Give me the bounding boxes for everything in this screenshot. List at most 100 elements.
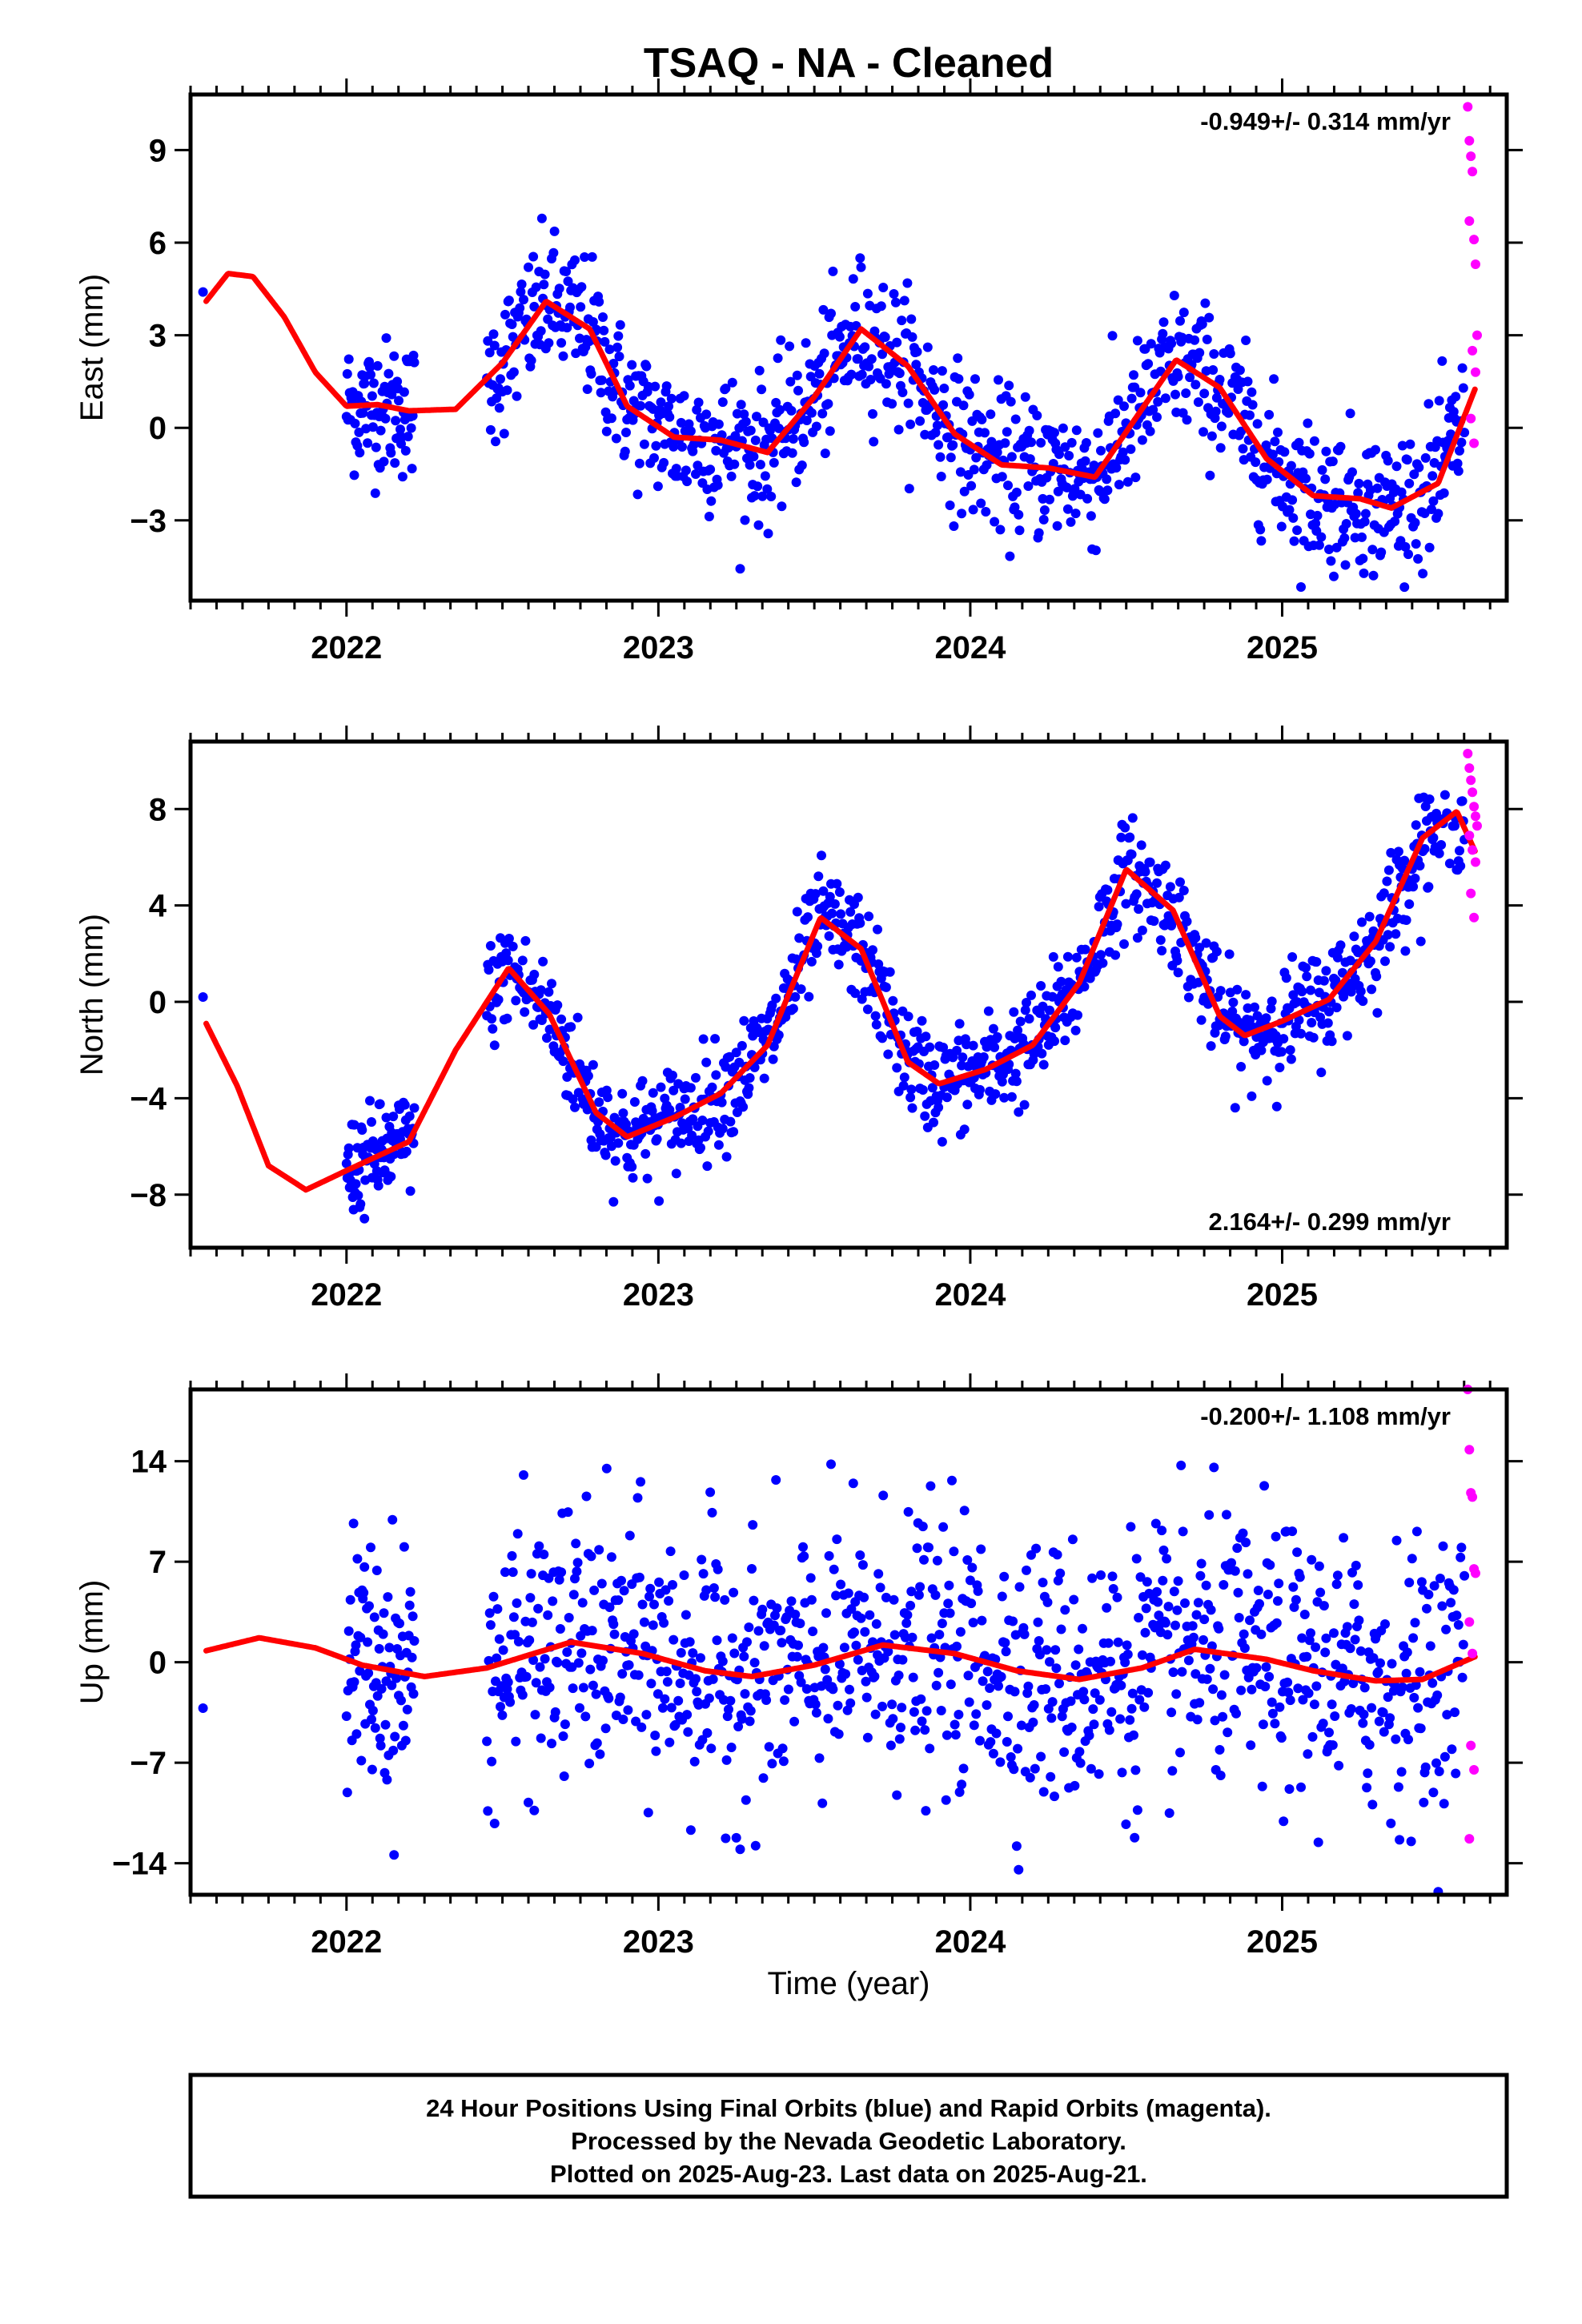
final-orbit-point (983, 1006, 994, 1016)
final-orbit-point (370, 1723, 380, 1733)
final-orbit-point (1355, 986, 1366, 996)
final-orbit-point (370, 488, 380, 498)
rapid-orbit-point (1468, 787, 1478, 798)
final-orbit-point (701, 409, 712, 420)
final-orbit-point (954, 1710, 964, 1719)
final-orbit-point (387, 389, 397, 400)
final-orbit-point (572, 1012, 583, 1023)
final-orbit-point (624, 380, 635, 391)
final-orbit-point (1264, 409, 1275, 420)
final-orbit-point (629, 1097, 640, 1107)
final-orbit-point (1456, 861, 1466, 871)
final-orbit-point (903, 1506, 913, 1517)
rapid-orbit-point (1464, 1445, 1475, 1455)
final-orbit-point (818, 1642, 829, 1653)
final-orbit-point (487, 1756, 497, 1767)
y-tick-label: −4 (130, 1081, 167, 1116)
final-orbit-point (604, 344, 615, 355)
final-orbit-point (921, 1706, 932, 1716)
final-orbit-point (1172, 1605, 1182, 1615)
final-orbit-point (1227, 1558, 1236, 1568)
model-fit-curve (203, 1634, 1478, 1684)
final-orbit-point (912, 1543, 922, 1554)
final-orbit-point (1438, 1541, 1448, 1551)
final-orbit-point (1276, 1733, 1287, 1743)
final-orbit-point (1413, 1703, 1423, 1713)
final-orbit-point (619, 1586, 629, 1596)
final-orbit-point (930, 1590, 941, 1600)
final-orbit-point (670, 1719, 681, 1730)
final-orbit-point (1127, 813, 1138, 823)
final-orbit-point (1258, 1719, 1268, 1730)
final-orbit-point (1332, 1570, 1343, 1581)
final-orbit-point (759, 1641, 769, 1651)
final-orbit-point (832, 879, 842, 889)
final-orbit-point (1324, 545, 1334, 554)
final-orbit-point (571, 1538, 581, 1549)
final-orbit-point (1245, 410, 1255, 420)
final-orbit-point (1199, 388, 1210, 399)
x-tick-label: 2023 (623, 1277, 694, 1313)
final-orbit-point (1455, 445, 1464, 456)
final-orbit-point (487, 1014, 497, 1024)
final-orbit-point (1215, 986, 1226, 996)
final-orbit-point (1230, 1566, 1240, 1576)
final-orbit-point (558, 351, 568, 361)
final-orbit-point (558, 1731, 568, 1741)
final-orbit-point (801, 338, 811, 348)
final-orbit-point (1096, 445, 1106, 456)
final-orbit-point (985, 1683, 995, 1693)
final-orbit-point (1368, 926, 1379, 936)
final-orbit-point (1415, 861, 1425, 870)
rapid-orbit-point (1468, 345, 1478, 356)
final-orbit-point (394, 396, 404, 406)
final-orbit-point (1387, 1659, 1397, 1669)
final-orbit-point (1301, 963, 1311, 973)
final-orbit-point (366, 369, 375, 380)
final-orbit-point (1054, 1679, 1064, 1689)
final-orbit-point (1292, 525, 1303, 536)
final-orbit-point (702, 1161, 713, 1172)
final-orbit-point (350, 418, 360, 428)
final-orbit-point (1271, 1031, 1281, 1041)
final-orbit-point (1409, 469, 1419, 480)
final-orbit-point (810, 1699, 821, 1710)
final-orbit-point (834, 1659, 845, 1669)
final-orbit-point (888, 995, 898, 1006)
final-orbit-point (666, 1703, 677, 1713)
final-orbit-point (907, 1103, 917, 1113)
final-orbit-point (547, 979, 556, 989)
final-orbit-point (1312, 510, 1323, 521)
final-orbit-point (792, 1651, 802, 1662)
final-orbit-point (1448, 1585, 1459, 1595)
final-orbit-point (902, 278, 913, 288)
final-orbit-point (967, 1562, 978, 1573)
final-orbit-point (942, 1092, 952, 1103)
final-orbit-point (483, 336, 493, 346)
final-orbit-point (1296, 1028, 1306, 1039)
final-orbit-point (1165, 882, 1175, 892)
final-orbit-point (1284, 505, 1295, 515)
final-orbit-point (1410, 517, 1420, 528)
final-orbit-point (1427, 1678, 1438, 1688)
final-orbit-point (1102, 885, 1113, 895)
final-orbit-point (902, 1610, 913, 1620)
final-orbit-point (1096, 950, 1106, 960)
final-orbit-point (1158, 317, 1169, 328)
final-orbit-point (1014, 1107, 1024, 1117)
final-orbit-point (1174, 892, 1184, 903)
final-orbit-point (705, 464, 716, 475)
final-orbit-point (584, 1759, 595, 1769)
legend-box: 24 Hour Positions Using Final Orbits (bl… (188, 2073, 1509, 2199)
final-orbit-point (504, 296, 514, 306)
final-orbit-point (1275, 1702, 1285, 1712)
final-orbit-point (650, 381, 661, 392)
final-orbit-point (880, 332, 890, 342)
final-orbit-point (1294, 1015, 1304, 1025)
rate-label: 2.164+/- 0.299 mm/yr (1209, 1208, 1451, 1236)
final-orbit-point (1087, 1573, 1098, 1583)
final-orbit-point (1211, 392, 1222, 403)
final-orbit-point (1026, 990, 1036, 1000)
final-orbit-point (1292, 997, 1303, 1007)
final-orbit-point (937, 1618, 947, 1629)
